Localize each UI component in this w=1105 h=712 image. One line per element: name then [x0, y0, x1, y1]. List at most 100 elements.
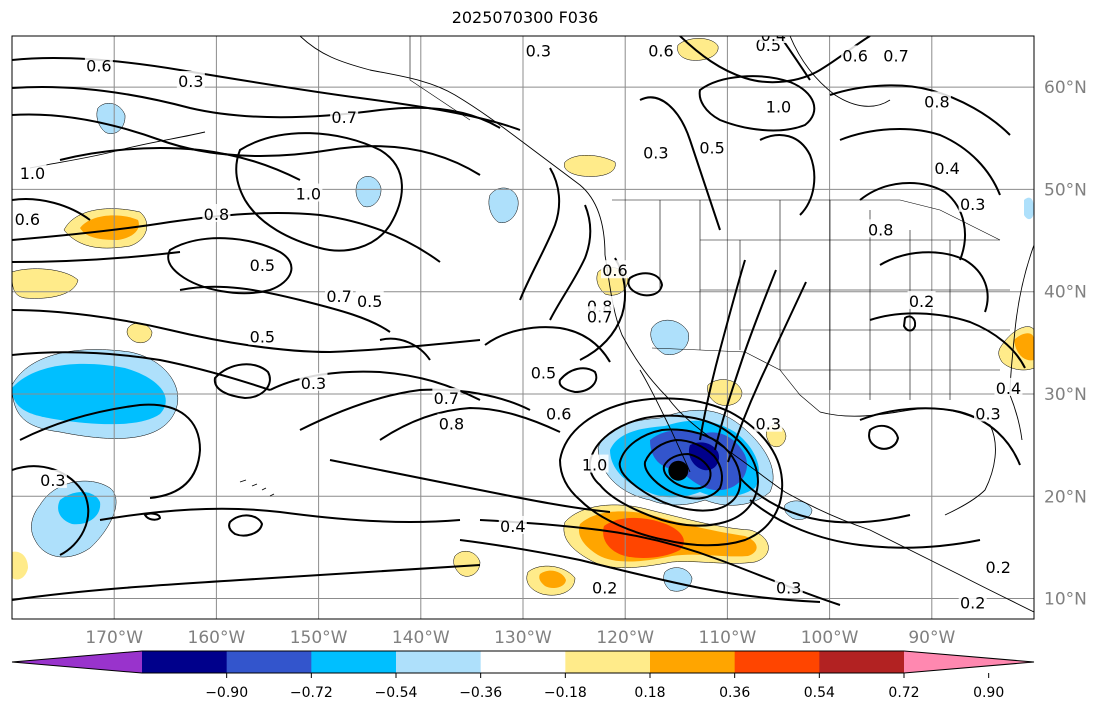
contour-label: 0.7 [585, 306, 614, 326]
state-lines [659, 200, 1010, 400]
lon-tick-label: 110°W [699, 628, 757, 648]
positive-anomaly-mexico-north [707, 379, 743, 406]
contour-label-bg [958, 592, 987, 611]
contour-label: 0.3 [524, 40, 553, 60]
contour-line [143, 512, 162, 521]
contour-line [12, 465, 90, 556]
contour-line [484, 326, 611, 363]
contour-line [12, 251, 181, 263]
contour-label: 1.0 [580, 454, 609, 475]
colorbar-segment [142, 651, 228, 673]
contour-line [868, 424, 900, 450]
contour-label-text: 0.5 [357, 292, 382, 311]
contour-line [639, 96, 721, 231]
contour-label: 0.4 [759, 36, 788, 45]
lat-tick-label: 50°N [1044, 180, 1087, 200]
contour-line [12, 211, 441, 263]
contour-label-bg [754, 413, 783, 432]
contour-label-text: 0.7 [326, 287, 351, 306]
us-canada-border [612, 199, 1001, 241]
contour-label: 0.7 [882, 45, 911, 65]
contour-label: 0.3 [774, 577, 803, 597]
contour-label-text: 0.3 [756, 415, 781, 434]
contour-label: 0.3 [958, 193, 987, 214]
contour-label: 0.7 [330, 106, 359, 127]
colorbar-segment [396, 651, 482, 673]
contour-label: 0.4 [994, 377, 1023, 398]
contour-label-bg [18, 163, 47, 182]
contour-label: 0.6 [13, 209, 42, 229]
contour-line [739, 477, 911, 524]
contour-line [727, 281, 807, 463]
contour-label-bg [325, 285, 354, 304]
contour-label: 0.3 [38, 469, 67, 490]
hudson-coast [789, 36, 891, 107]
colorbar-segment [819, 651, 905, 673]
colorbar-tick-label: 0.90 [973, 685, 1004, 701]
contour-label: 0.3 [974, 403, 1003, 423]
contour-line [698, 75, 816, 132]
contour-label-text: 0.2 [592, 578, 617, 597]
contour-label: 0.4 [933, 157, 962, 178]
colorbar-segment [565, 651, 651, 673]
contour-label-bg [882, 45, 911, 64]
contour-line [759, 134, 816, 216]
contour-label-bg [933, 157, 962, 176]
contour-label: 1.0 [294, 183, 323, 204]
longitude-ticks: 170°W 160°W 150°W 140°W 130°W 120°W 110°W 100°W… [85, 628, 955, 648]
political-borders [409, 36, 1010, 413]
contour-label: 0.8 [202, 203, 231, 224]
contour-line [714, 269, 777, 451]
positive-anomaly-west-mid [12, 268, 79, 299]
gulf-of-mexico-coast [819, 407, 996, 516]
contour-label-bg [600, 260, 629, 279]
contour-label: 1.0 [18, 163, 47, 183]
contour-label-text: 1.0 [766, 98, 791, 117]
contour-line [179, 285, 391, 333]
contour-label-text: 0.4 [934, 159, 959, 178]
colorbar-extend-high [904, 651, 1034, 673]
hawaii-islands [239, 479, 275, 497]
contour-label-text: 0.5 [250, 256, 275, 275]
contour-line [549, 204, 592, 321]
contour-label: 0.7 [432, 388, 461, 408]
contour-label-bg [907, 290, 936, 309]
alaska-coast [299, 36, 606, 256]
contour-label-text: 0.4 [500, 517, 525, 536]
contour-label-bg [330, 106, 359, 125]
contour-label-text: 0.7 [587, 307, 612, 326]
contour-line [558, 367, 598, 394]
contour-label-bg [585, 306, 614, 325]
contour-label-bg [437, 413, 466, 432]
contour-label: 0.7 [325, 285, 354, 306]
colorbar-segment [650, 651, 736, 673]
colorbar-segment [226, 651, 312, 673]
lon-tick-label: 140°W [392, 628, 450, 648]
contour-label-bg [498, 515, 527, 534]
contour-line [299, 388, 531, 431]
contour-label-bg [774, 577, 803, 596]
contour-line [643, 438, 723, 500]
contour-line [12, 113, 481, 176]
contour-label: 0.3 [176, 71, 205, 91]
baja-peninsula [639, 369, 691, 473]
contour-label-text: 0.7 [331, 108, 356, 127]
contour-label: 0.2 [590, 577, 619, 597]
contour-line [859, 407, 1021, 466]
contour-line [12, 351, 271, 391]
contour-label: 0.5 [355, 290, 384, 311]
contour-label-text: 0.6 [86, 57, 111, 76]
map-frame [11, 35, 1035, 620]
lat-tick-label: 30°N [1044, 385, 1087, 405]
positive-anomaly-bc-coast [564, 155, 616, 177]
contour-label-text: 0.6 [842, 46, 867, 65]
contour-label-bg [590, 577, 619, 596]
contour-label: 1.0 [764, 96, 793, 117]
positive-anomaly-west-south [453, 550, 481, 577]
positive-anomaly-south-small-core [539, 570, 566, 588]
lat-tick-label: 60°N [1044, 78, 1087, 98]
contour-label: 0.8 [866, 219, 895, 239]
contour-label-text: 0.3 [643, 144, 668, 163]
contour-label-text: 0.2 [909, 292, 934, 311]
contour-label: 0.2 [958, 592, 987, 613]
